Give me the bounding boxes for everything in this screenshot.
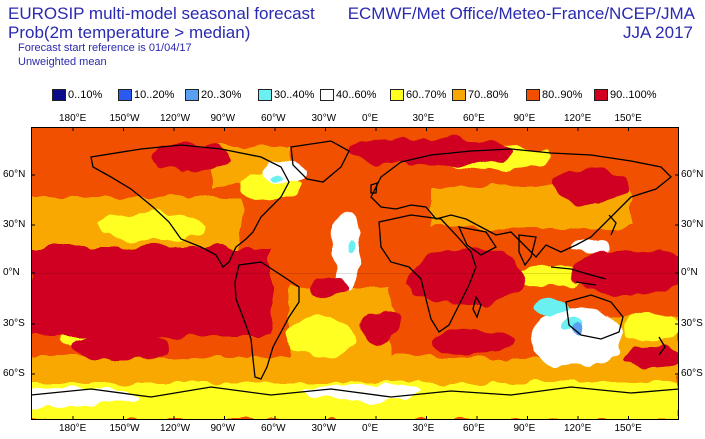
legend-item: 40..60% [320,88,376,102]
lon-label-top: 150°E [614,113,642,124]
season-label: JJA 2017 [623,23,693,42]
legend-label: 10..20% [134,89,175,101]
weighting-note: Unweighted mean [18,56,107,68]
lon-label-bottom: 60°W [261,423,286,434]
lon-label-top: 60°W [261,113,286,124]
lon-label-top: 150°W [109,113,140,124]
lat-label-left: 30°S [3,318,25,329]
legend-label: 70..80% [468,89,509,101]
legend-item: 10..20% [118,88,174,102]
legend-swatch [390,89,404,101]
lat-label-left: 60°N [3,169,26,180]
title-line-2: Prob(2m temperature > median) [8,23,251,42]
legend-label: 30..40% [274,89,315,101]
lon-label-top: 30°W [311,113,337,124]
lon-label-bottom: 30°W [311,423,337,434]
lon-label-bottom: 150°E [614,423,642,434]
lon-label-bottom: 150°W [109,423,140,434]
lat-label-left: 0°N [3,267,20,278]
lat-label-right: 30°S [681,318,703,329]
lon-label-bottom: 0°E [362,423,379,434]
legend-item: 30..40% [258,88,314,102]
legend-label: 60..70% [406,89,447,101]
legend-item: 70..80% [452,88,508,102]
legend-label: 80..90% [542,89,583,101]
color-legend: 0..10% 10..20% 20..30% 30..40% 40..60% 60..70… [52,88,672,102]
legend-item: 90..100% [594,88,656,102]
lon-label-top: 120°E [564,113,592,124]
lon-label-bottom: 90°W [210,423,236,434]
legend-label: 20..30% [201,89,242,101]
lon-label-bottom: 60°E [463,423,485,434]
probability-field [31,138,679,420]
centres-label: ECMWF/Met Office/Meteo-France/NCEP/JMA [347,4,695,23]
lon-label-top: 60°E [463,113,485,124]
lon-label-top: 180°E [59,113,87,124]
title-line-1: EUROSIP multi-model seasonal forecast [8,4,315,23]
lon-label-bottom: 30°E [412,423,435,434]
lat-label-left: 30°N [3,219,26,230]
legend-swatch [258,89,272,101]
legend-item: 80..90% [526,88,582,102]
map-panel [31,127,679,420]
legend-swatch [52,89,66,101]
lon-label-top: 90°W [210,113,236,124]
legend-label: 40..60% [336,89,377,101]
lon-label-top: 30°E [412,113,435,124]
axis-ticks [31,127,679,420]
lon-label-bottom: 180°E [59,423,87,434]
lon-label-bottom: 90°E [513,423,536,434]
legend-swatch [526,89,540,101]
legend-swatch [118,89,132,101]
legend-item: 20..30% [185,88,241,102]
lon-label-bottom: 120°E [564,423,592,434]
coastlines [31,140,679,398]
legend-item: 0..10% [52,88,102,102]
lon-label-top: 90°E [513,113,536,124]
lon-label-top: 120°W [160,113,191,124]
legend-label: 90..100% [610,89,657,101]
lat-label-right: 60°N [681,169,704,180]
legend-item: 60..70% [390,88,446,102]
legend-swatch [594,89,608,101]
lat-label-right: 60°S [681,368,703,379]
probability-map [31,127,679,420]
lon-label-top: 0°E [362,113,379,124]
legend-swatch [185,89,199,101]
forecast-start-reference: Forecast start reference is 01/04/17 [18,42,192,54]
lat-label-left: 60°S [3,368,25,379]
lat-label-right: 0°N [681,267,698,278]
legend-swatch [320,89,334,101]
lat-label-right: 30°N [681,219,704,230]
legend-swatch [452,89,466,101]
lon-label-bottom: 120°W [160,423,191,434]
legend-label: 0..10% [68,89,103,101]
